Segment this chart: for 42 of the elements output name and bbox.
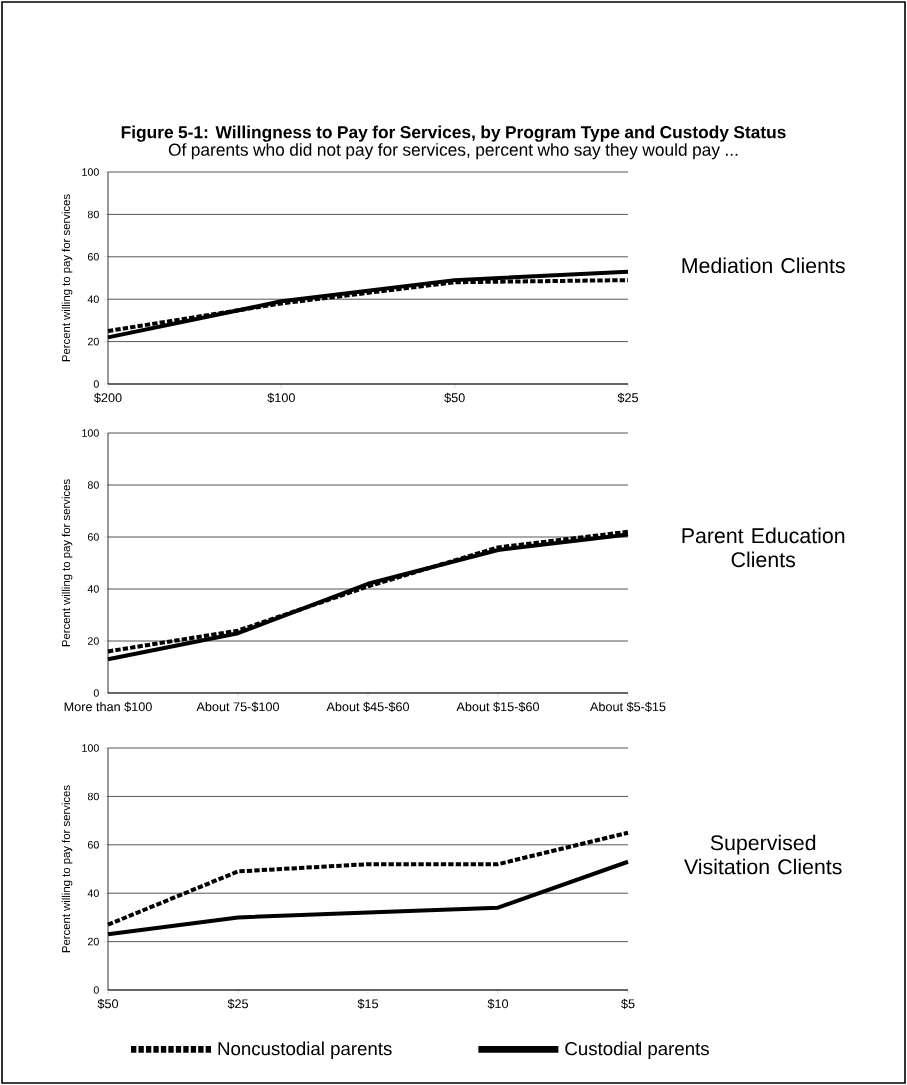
y-tick-label: 20: [87, 637, 99, 645]
y-tick-label: 100: [82, 429, 99, 437]
y-axis-title: Percent willing to pay for services: [61, 194, 73, 362]
y-axis-title: Percent willing to pay for services: [61, 479, 73, 647]
legend-label: Custodial parents: [565, 1041, 709, 1059]
x-tick-label: $25: [617, 392, 639, 403]
text: Mediation Clients: [682, 257, 845, 274]
y-tick-label: 60: [87, 841, 99, 849]
text: Parent Education Clients: [682, 527, 845, 568]
x-tick-label: $100: [267, 392, 295, 403]
y-tick-label: 100: [82, 744, 99, 752]
x-tick-label: More than $100: [64, 701, 152, 712]
y-tick-label: 40: [87, 889, 99, 897]
text: Supervised Visitation Clients: [684, 834, 842, 875]
x-tick-label: $15: [357, 998, 379, 1009]
y-tick-label: 40: [87, 295, 99, 303]
x-tick-label: $200: [94, 392, 122, 403]
y-tick-label: 80: [87, 792, 99, 801]
y-axis-title: Percent willing to pay for services: [61, 785, 73, 953]
y-tick-label: 0: [93, 380, 99, 388]
chart-subtitle: Of parents who did not pay for services, percent who say they would pay ...: [168, 143, 738, 160]
y-tick-label: 40: [87, 585, 99, 593]
y-tick-label: 60: [87, 533, 99, 541]
x-tick-label: About 75-$100: [196, 701, 280, 712]
x-tick-label: About $5-$15: [589, 701, 666, 712]
legend-label: Noncustodial parents: [218, 1041, 392, 1059]
x-tick-label: $50: [97, 998, 119, 1009]
y-tick-label: 80: [87, 210, 99, 219]
x-tick-label: About $45-$60: [326, 701, 410, 712]
y-tick-label: 20: [87, 937, 99, 946]
y-tick-label: 0: [93, 689, 99, 697]
x-tick-label: $25: [227, 998, 249, 1009]
x-tick-label: $50: [444, 392, 465, 403]
x-tick-label: $5: [621, 998, 635, 1009]
y-tick-label: 80: [87, 481, 99, 489]
y-tick-label: 20: [87, 337, 99, 346]
y-tick-label: 0: [93, 986, 99, 994]
x-tick-label: $10: [487, 998, 509, 1009]
y-tick-label: 60: [87, 253, 99, 261]
y-tick-label: 100: [82, 168, 99, 176]
x-tick-label: About $15-$60: [456, 701, 540, 712]
chart-title: Figure 5-1: Willingness to Pay for Services, by Program Type and Custody Status: [121, 125, 786, 142]
